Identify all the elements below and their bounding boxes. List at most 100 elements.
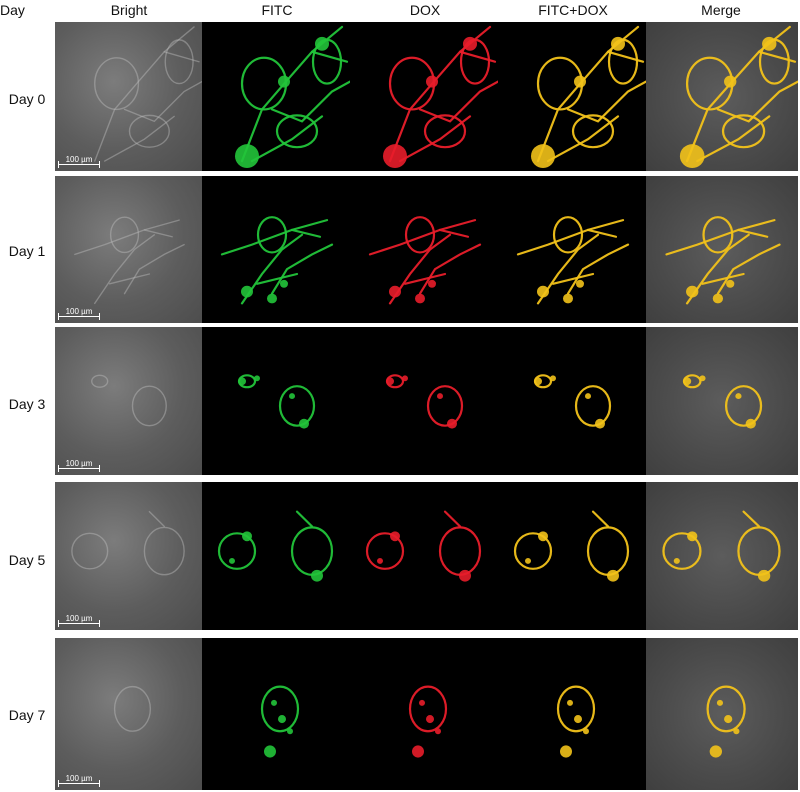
- fluorescent-spot: [687, 531, 698, 542]
- cell-process: [696, 115, 771, 163]
- cell-process: [108, 273, 151, 285]
- cell-outline: [408, 685, 448, 733]
- fluorescent-spot: [682, 377, 692, 386]
- cell-process: [220, 219, 329, 256]
- fluorescent-spot: [583, 728, 589, 735]
- fluorescent-spot: [699, 375, 706, 382]
- cell-process: [551, 272, 595, 285]
- fluorescent-spot: [716, 699, 724, 706]
- scale-bar: 100 µm: [58, 459, 100, 472]
- scale-bar-label: 100 µm: [65, 459, 93, 468]
- image-row-day-3: 100 µm: [55, 327, 798, 475]
- cell-outline: [426, 385, 464, 427]
- cell-outline: [290, 526, 334, 576]
- fitc-dox-overlay-image: [498, 327, 646, 475]
- fluorescent-spot: [611, 36, 625, 51]
- cell-drawing: [368, 216, 482, 305]
- cell-outline: [574, 385, 612, 427]
- image-row-day-0: 100 µm: [55, 22, 798, 171]
- cell-process: [516, 219, 625, 256]
- fluorescent-spot: [563, 293, 573, 304]
- cell-drawing: [74, 216, 185, 305]
- fluorescent-spot: [311, 569, 323, 582]
- cell-drawing: [260, 685, 300, 758]
- cell-process: [250, 115, 324, 163]
- cell-outline: [94, 57, 140, 111]
- bright-field-image: 100 µm: [55, 176, 202, 323]
- cell-process: [163, 51, 200, 63]
- cell-drawing: [408, 685, 448, 758]
- cell-outline: [702, 216, 734, 254]
- fluorescent-spot: [238, 377, 246, 386]
- cell-outline: [113, 685, 152, 732]
- cell-drawing: [365, 510, 482, 582]
- dox-channel-image: [350, 176, 498, 323]
- cell-drawing: [531, 25, 646, 169]
- cell-process: [270, 243, 334, 295]
- fluorescent-spot: [595, 418, 605, 429]
- cell-process: [606, 50, 645, 63]
- fluorescent-spot: [757, 569, 771, 582]
- fluorescent-spot: [679, 144, 705, 169]
- cell-outline: [164, 39, 194, 85]
- cell-process: [403, 272, 447, 285]
- cell-drawing: [235, 25, 350, 169]
- cell-process: [310, 50, 349, 63]
- fluorescent-spot: [537, 285, 549, 298]
- fluorescent-spot: [726, 279, 735, 288]
- column-header-bright: Bright: [110, 2, 148, 18]
- row-label-day-1: Day 1: [8, 243, 46, 259]
- scale-bar-label: 100 µm: [65, 155, 93, 164]
- cell-drawing: [662, 510, 781, 582]
- cell-drawing: [682, 374, 763, 429]
- cell-drawing: [556, 685, 596, 758]
- fitc-channel-image: [202, 176, 350, 323]
- fluorescent-spot: [576, 279, 584, 288]
- fluorescent-spot: [534, 377, 542, 386]
- cell-process: [591, 510, 610, 528]
- fluorescent-spot: [287, 728, 293, 735]
- merge-image: [646, 176, 798, 323]
- cell-outline: [91, 374, 109, 388]
- fluorescent-spot: [267, 293, 277, 304]
- cell-outline: [365, 532, 405, 570]
- cell-outline: [724, 385, 763, 427]
- scale-bar-label: 100 µm: [65, 614, 93, 623]
- cell-drawing: [706, 685, 746, 758]
- fluorescent-spot: [447, 418, 457, 429]
- column-header-fitc: FITC: [261, 2, 293, 18]
- bright-field-image: 100 µm: [55, 22, 202, 171]
- merge-image: [646, 327, 798, 475]
- fluorescent-spot: [607, 569, 619, 582]
- fluorescent-spot: [574, 715, 582, 724]
- image-row-day-1: 100 µm: [55, 176, 798, 323]
- cell-process: [255, 272, 299, 285]
- cell-process: [737, 228, 769, 238]
- column-header-fitc-dox: FITC+DOX: [538, 2, 608, 18]
- cell-process: [742, 510, 761, 528]
- fluorescent-spot: [525, 557, 531, 564]
- cell-drawing: [94, 26, 202, 162]
- merge-image: [646, 638, 798, 790]
- fluorescent-spot: [762, 36, 777, 51]
- fluorescent-spot: [567, 699, 573, 706]
- fluorescent-spot: [289, 393, 295, 400]
- cell-drawing: [237, 374, 316, 429]
- cell-process: [443, 510, 462, 528]
- fluorescent-spot: [735, 393, 742, 400]
- fluorescent-spot: [254, 375, 260, 382]
- cell-outline: [275, 114, 319, 149]
- fluorescent-spot: [315, 36, 329, 51]
- cell-outline: [423, 114, 467, 149]
- fluorescent-spot: [235, 144, 259, 169]
- column-header-merge: Merge: [701, 2, 741, 18]
- cell-drawing: [91, 374, 167, 427]
- cell-drawing: [516, 216, 630, 305]
- fluorescent-spot: [377, 557, 383, 564]
- fluorescent-spot: [242, 531, 252, 542]
- cell-outline: [143, 526, 185, 576]
- cell-process: [716, 243, 781, 295]
- cell-process: [438, 228, 470, 238]
- cell-process: [148, 510, 165, 528]
- bright-field-image: 100 µm: [55, 327, 202, 475]
